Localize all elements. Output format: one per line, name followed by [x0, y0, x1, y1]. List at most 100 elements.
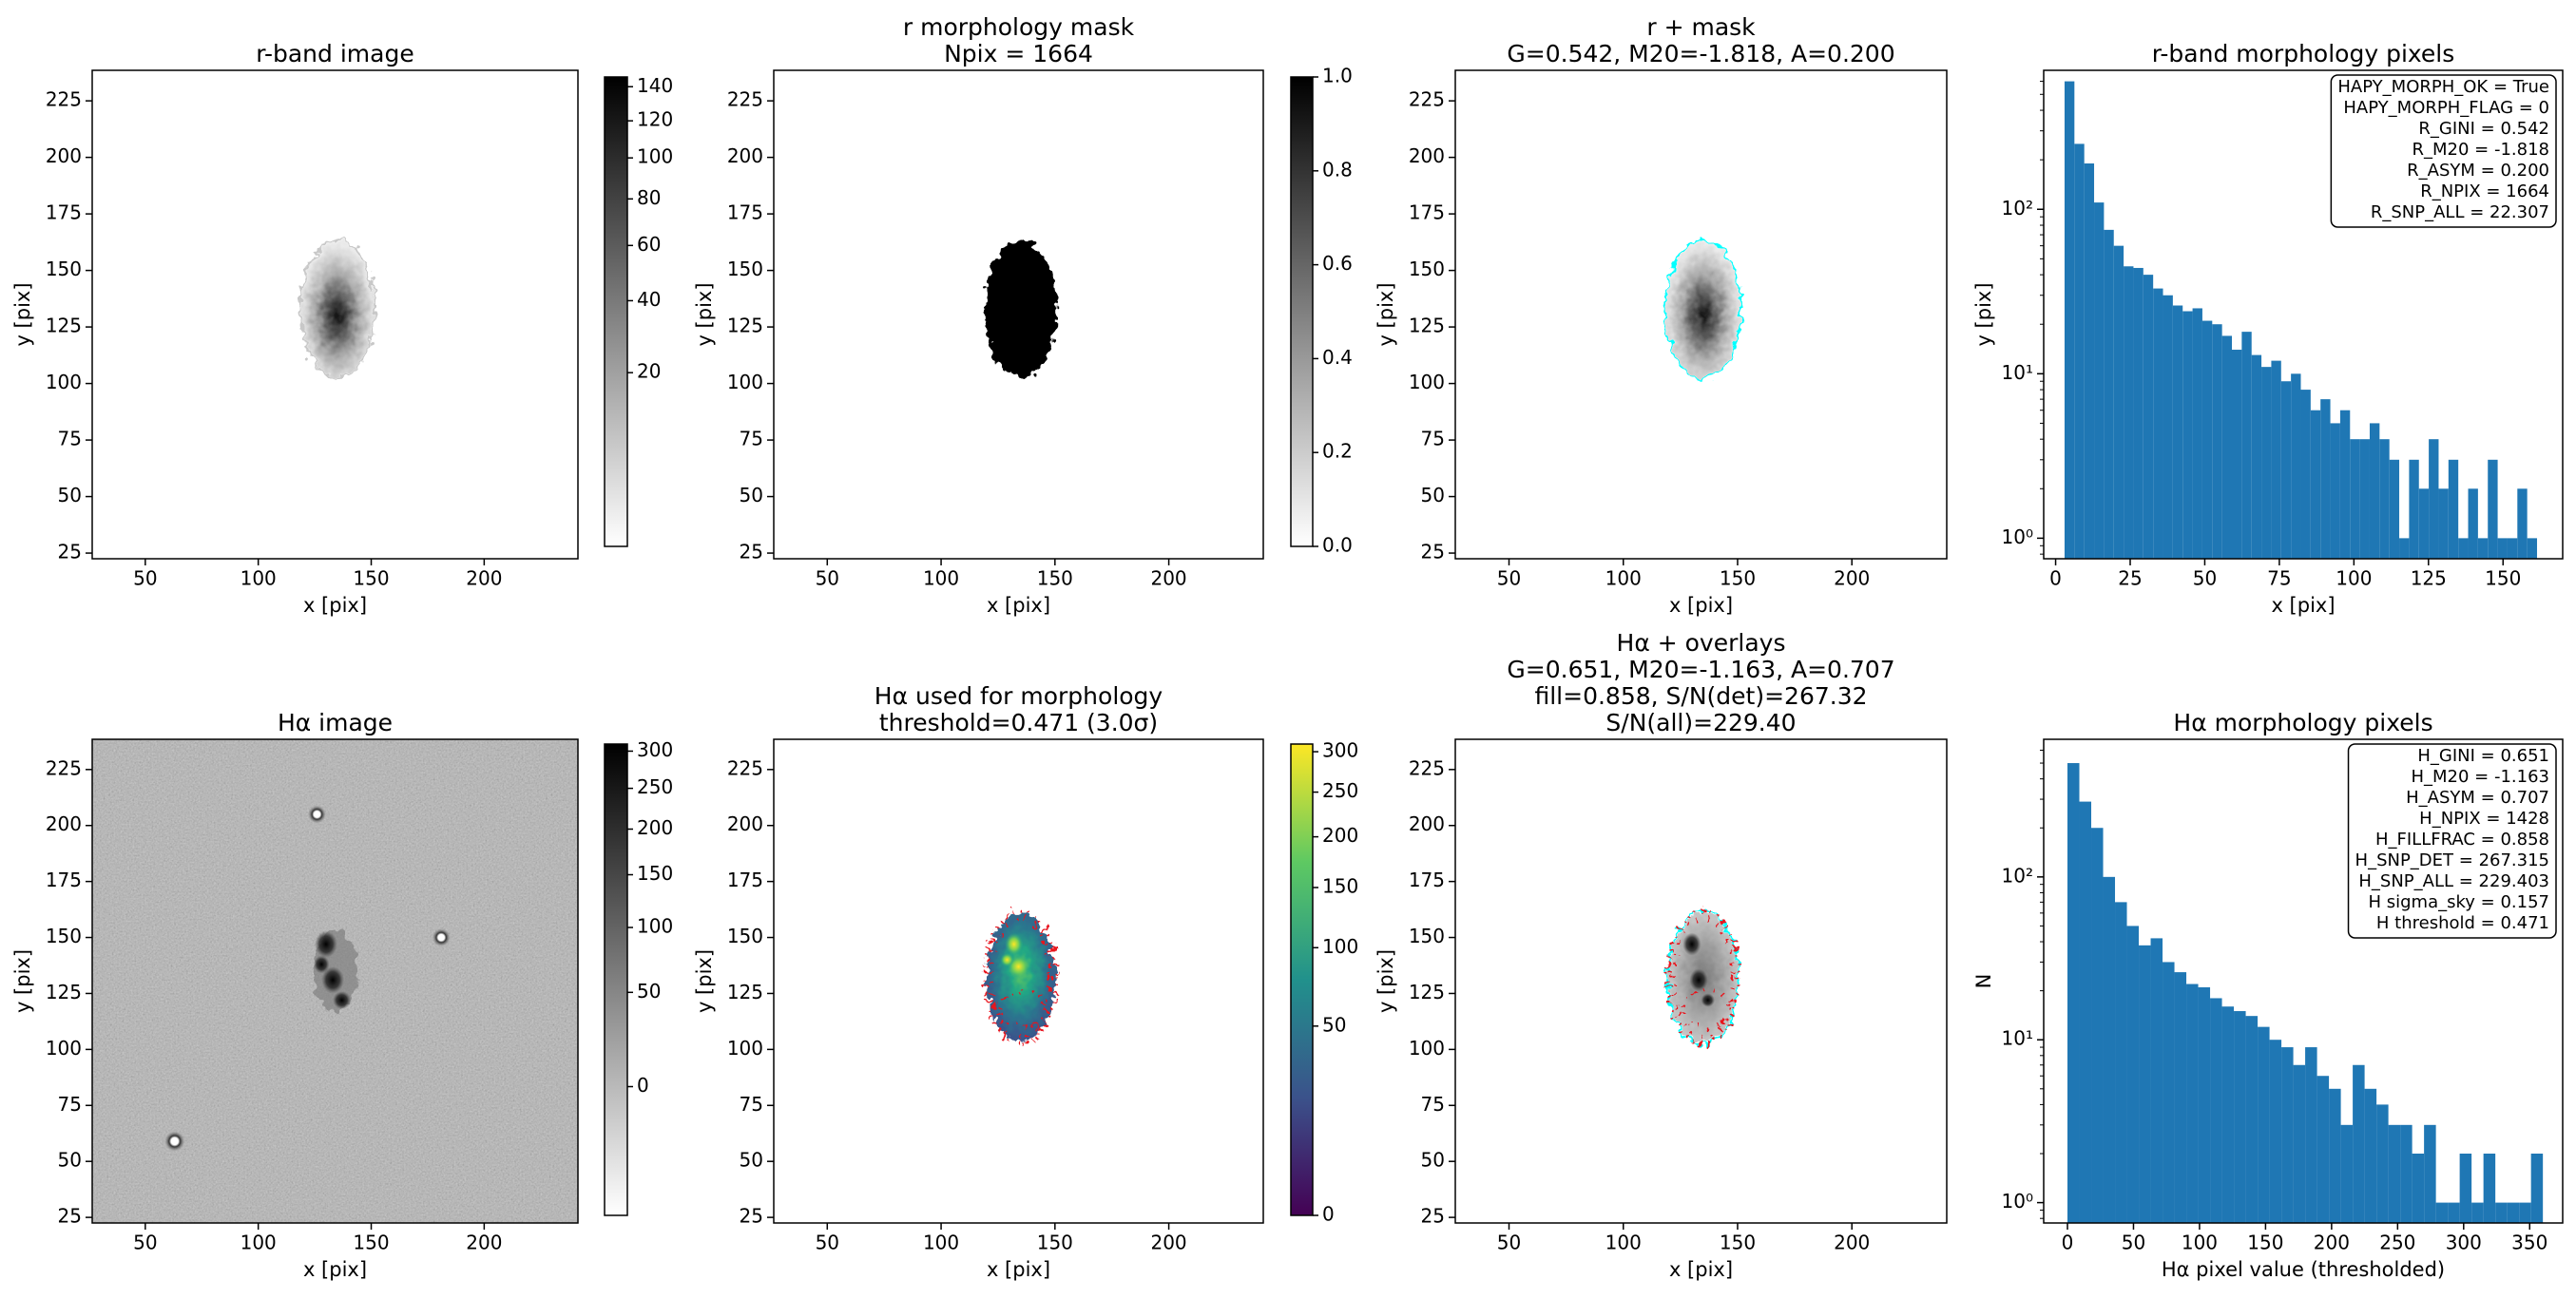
y-tick-label: 10²: [2002, 197, 2033, 220]
bar: [2271, 360, 2281, 559]
y-tick-label: 75: [58, 428, 82, 450]
bar: [2400, 1124, 2413, 1223]
colorbar-tick-label: 60: [637, 233, 661, 256]
y-tick-label: 175: [727, 201, 763, 224]
panel: 0 50 100 150 200 250 300 350 10⁰ 10¹ 10² Hα pixel v…: [1972, 709, 2564, 1281]
y-axis-label: y [pix]: [11, 949, 34, 1013]
bar: [2091, 828, 2104, 1223]
panel-title: Hα morphology pixels: [2173, 709, 2432, 736]
bar: [2300, 390, 2311, 559]
panel: 50 100 150 200 25 50 75 100 125 150 175 200 225 x [pi…: [1375, 629, 1948, 1281]
y-axis-label: y [pix]: [693, 949, 716, 1013]
annotation-line: H_M20 = -1.163: [2411, 767, 2549, 787]
bar: [2201, 320, 2213, 559]
y-axis-label: y [pix]: [11, 282, 34, 346]
bar: [2113, 245, 2124, 559]
colorbar-tick-label: 150: [637, 862, 673, 885]
x-tick-label: 50: [133, 1232, 157, 1254]
y-tick-label: 100: [1409, 1037, 1445, 1060]
bar: [2232, 350, 2242, 559]
colorbar-tick-label: 40: [637, 288, 661, 311]
x-tick-label: 150: [353, 567, 389, 590]
colorbar-tick-label: 20: [637, 360, 661, 383]
bar: [2280, 381, 2292, 559]
colorbar-tick-label: 300: [637, 738, 673, 761]
axes-frame: [91, 738, 579, 1224]
annotation-frame: [2330, 74, 2557, 228]
x-axis-label: Hα pixel value (thresholded): [2162, 1258, 2445, 1281]
colorbar-tick-label: 250: [1322, 779, 1358, 802]
bar: [2429, 439, 2439, 559]
bar: [2353, 1064, 2365, 1223]
bar: [2471, 1202, 2484, 1223]
bar: [2448, 459, 2459, 559]
colorbar-tick-label: 50: [637, 980, 661, 1003]
bar: [2376, 1104, 2389, 1223]
x-tick-label: 350: [2511, 1232, 2547, 1254]
bar: [2320, 399, 2331, 559]
bar: [2241, 332, 2252, 559]
x-tick-label: 200: [466, 1232, 502, 1254]
y-tick-label: 200: [1409, 812, 1445, 835]
x-tick-label: 50: [133, 567, 157, 590]
y-tick-label: 25: [1421, 1205, 1445, 1228]
x-tick-label: 100: [2336, 567, 2372, 590]
y-tick-label: 100: [46, 1037, 82, 1060]
blob: [1682, 932, 1701, 956]
panel-title: r-band image: [256, 40, 413, 67]
bar: [2139, 945, 2151, 1223]
y-tick-label: 225: [727, 88, 763, 111]
x-tick-label: 125: [2411, 567, 2447, 590]
panel-title: r-band morphology pixels: [2152, 40, 2455, 67]
colorbar-tick-label: 100: [637, 145, 673, 168]
x-tick-label: 200: [1150, 1232, 1186, 1254]
x-tick-label: 50: [2193, 567, 2217, 590]
bar: [2388, 1124, 2401, 1223]
x-tick-label: 150: [1720, 1232, 1756, 1254]
y-axis-label: y [pix]: [1972, 282, 1995, 346]
y-tick-label: 10⁰: [2002, 525, 2033, 548]
bar: [2126, 926, 2140, 1223]
bar: [2172, 305, 2183, 559]
bar: [2186, 984, 2199, 1223]
galaxy: [986, 913, 1055, 1042]
mask-pixels: [998, 989, 1048, 1029]
blob: [313, 955, 330, 974]
y-tick-label: 200: [1409, 144, 1445, 167]
y-tick-label: 175: [1409, 869, 1445, 891]
x-tick-label: 50: [816, 1232, 839, 1254]
bar: [2412, 1153, 2425, 1223]
y-tick-label: 175: [727, 869, 763, 891]
bar: [2329, 1088, 2341, 1223]
axes-frame: [773, 69, 1264, 560]
bar: [2424, 1124, 2436, 1223]
colorbar-tick-label: 0.0: [1322, 534, 1353, 557]
panel-title: Hα image: [278, 709, 393, 736]
bar: [2339, 410, 2351, 559]
y-tick-label: 150: [1409, 258, 1445, 280]
x-tick-label: 25: [2118, 567, 2142, 590]
y-tick-label: 50: [1421, 1149, 1445, 1172]
x-tick-label: 200: [1834, 567, 1870, 590]
x-tick-label: 100: [2182, 1232, 2218, 1254]
y-tick-label: 50: [58, 1149, 82, 1172]
colorbar-tick-label: 250: [637, 775, 673, 798]
y-tick-label: 50: [58, 484, 82, 506]
bar: [2409, 459, 2419, 559]
contour: [298, 239, 376, 379]
y-tick-label: 225: [46, 756, 82, 779]
y-tick-label: 175: [46, 201, 82, 224]
y-tick-label: 10¹: [2002, 1027, 2033, 1050]
y-tick-label: 25: [740, 1205, 763, 1228]
bar: [2067, 763, 2080, 1223]
bar: [2379, 439, 2390, 559]
annotation-line: R_NPIX = 1664: [2420, 181, 2549, 201]
bar: [2074, 143, 2085, 559]
bar: [2115, 902, 2127, 1223]
x-axis-label: x [pix]: [987, 594, 1050, 617]
y-tick-label: 50: [1421, 484, 1445, 506]
annotation-line: H threshold = 0.471: [2376, 913, 2549, 933]
colorbar-tick-label: 0.4: [1322, 346, 1353, 369]
